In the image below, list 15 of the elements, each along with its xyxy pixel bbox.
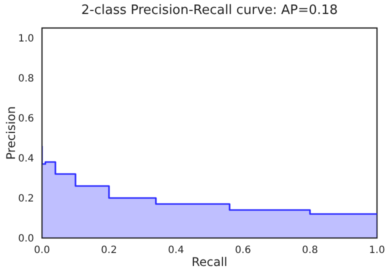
chart-title: 2-class Precision-Recall curve: AP=0.18 [80,3,339,18]
x-tick-label: 1.0 [369,245,385,256]
y-tick-label: 0.6 [18,114,34,125]
y-axis-title: Precision [4,106,18,160]
y-tick-label: 1.0 [18,34,34,45]
y-tick-label: 0.4 [18,154,34,165]
x-tick-label: 0.8 [302,245,318,256]
x-tick-label: 0.2 [101,245,117,256]
x-tick-label: 0.0 [34,245,50,256]
x-axis-title: Recall [190,255,228,269]
y-tick-label: 0.2 [18,194,34,205]
y-tick-label: 0.0 [18,234,34,245]
x-tick-label: 0.6 [235,245,251,256]
x-tick-label: 0.4 [168,245,184,256]
y-tick-label: 0.8 [18,74,34,85]
